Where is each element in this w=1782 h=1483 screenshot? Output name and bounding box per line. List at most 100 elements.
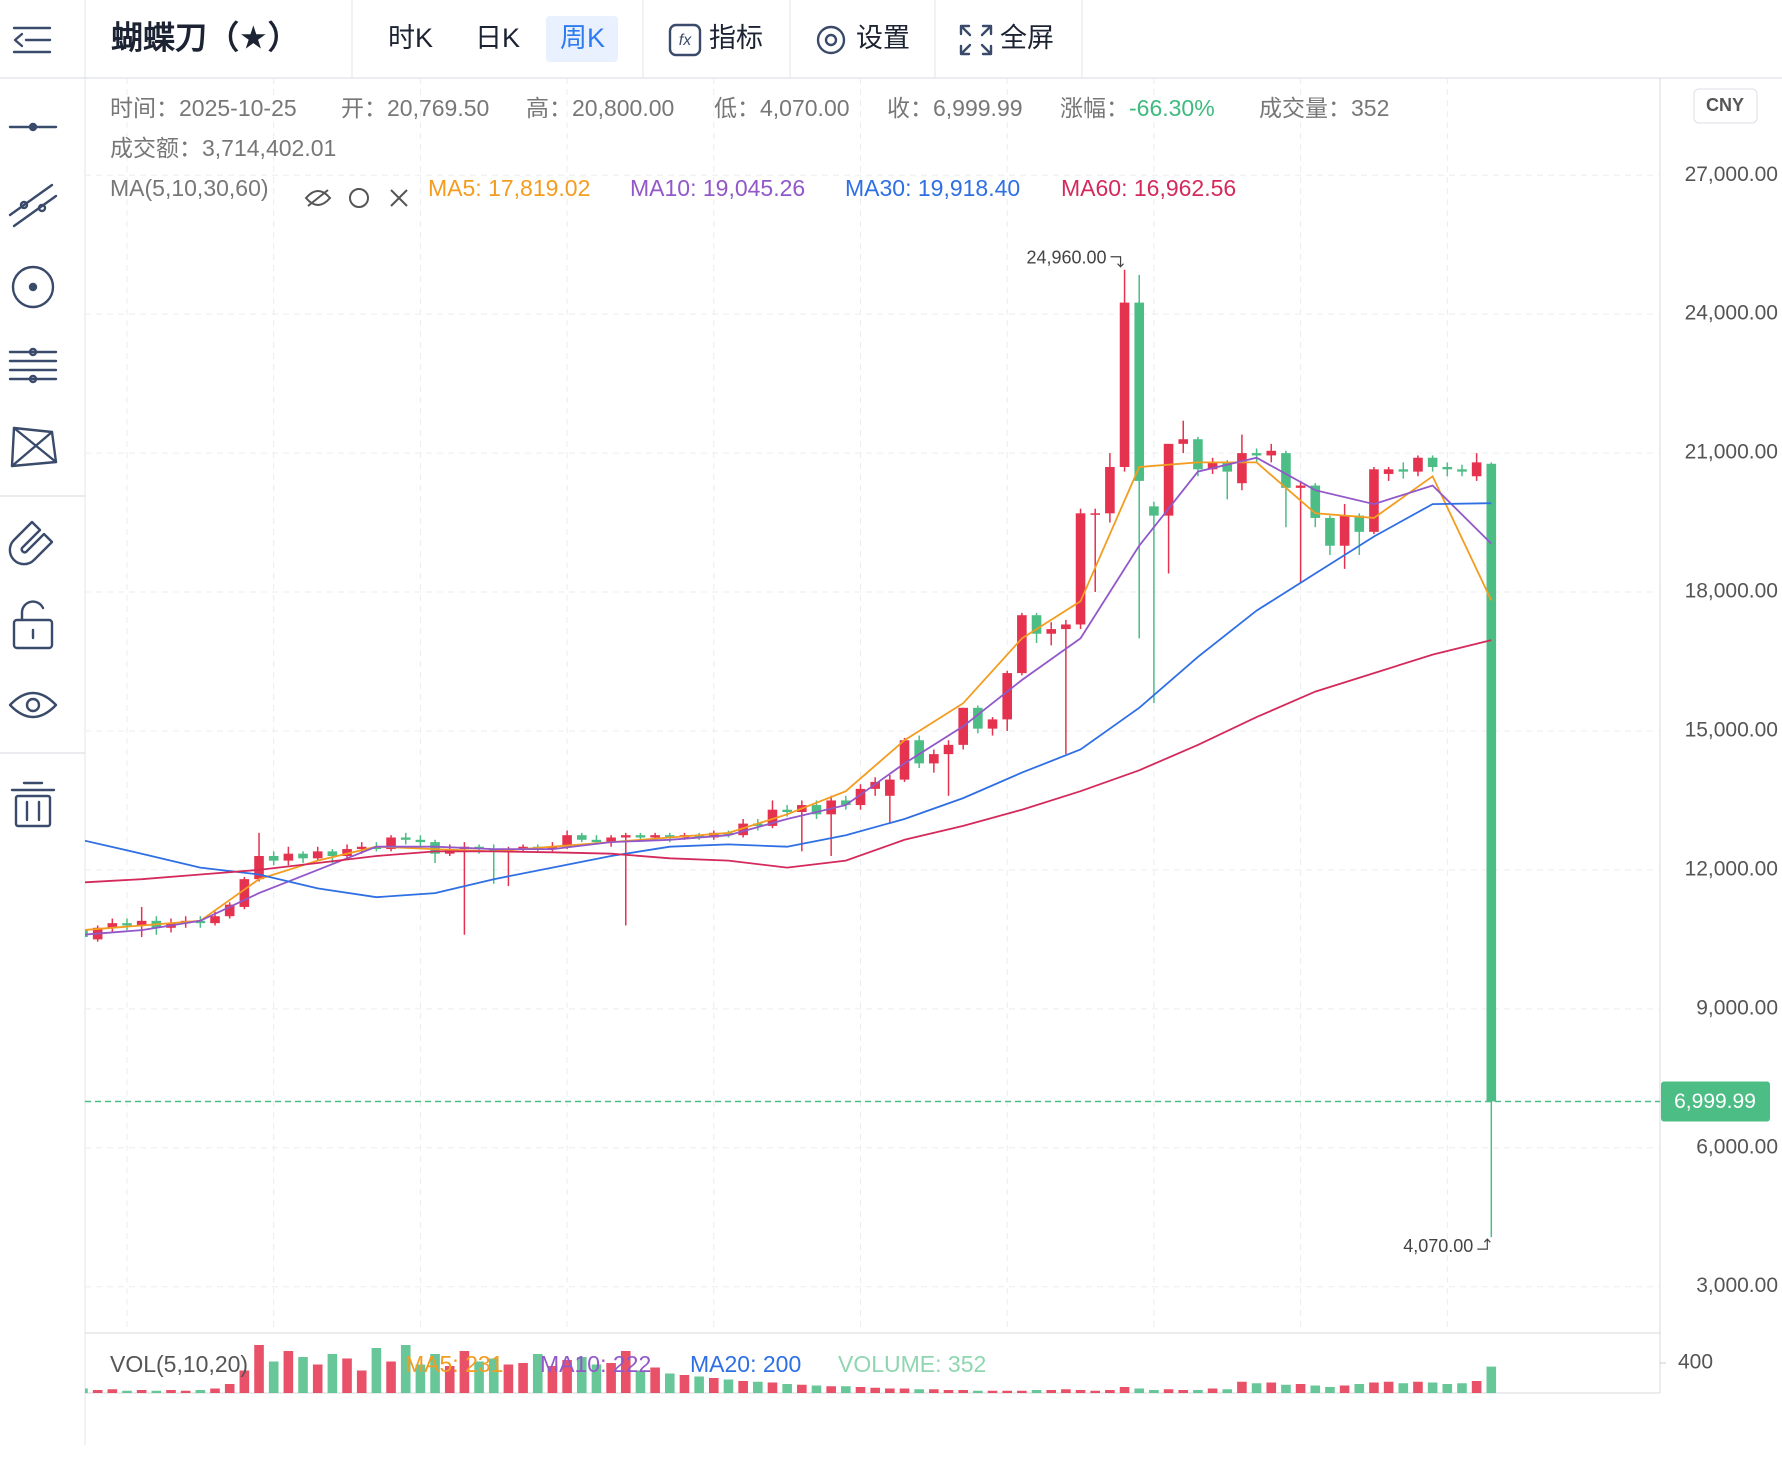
- delete-tool[interactable]: [10, 781, 56, 828]
- pattern-tool[interactable]: [10, 426, 58, 468]
- candle-body: [1471, 462, 1482, 477]
- interval-active-bg: [546, 16, 618, 62]
- ma-line: [85, 461, 1493, 931]
- volume-bar: [1471, 1381, 1482, 1393]
- volume-bar: [283, 1351, 294, 1393]
- toolbar: [0, 0, 1782, 78]
- volume-bar: [210, 1388, 220, 1393]
- visibility-tool[interactable]: [8, 691, 58, 719]
- close-icon: [390, 189, 408, 207]
- badge-box: [1693, 88, 1758, 124]
- volume-bar: [943, 1390, 954, 1393]
- volume-bar: [386, 1361, 396, 1393]
- y-tick-label: 24,000.00: [1685, 302, 1778, 325]
- volume-bar: [870, 1387, 880, 1393]
- volume-bar: [1178, 1390, 1189, 1393]
- volume-bar: [635, 1370, 646, 1393]
- fib-tool[interactable]: [8, 347, 58, 384]
- candle-body: [855, 788, 866, 806]
- volume-bar: [224, 1384, 235, 1393]
- volume-bar: [400, 1345, 411, 1393]
- volume-bar: [371, 1348, 382, 1393]
- info-item: 开：20,769.50: [341, 95, 489, 121]
- lock-tool[interactable]: [12, 600, 54, 650]
- y-tick-label: 6,000.00: [1696, 1135, 1778, 1158]
- volume-legend: VOLUME: 352: [838, 1351, 986, 1377]
- volume-bar: [987, 1390, 998, 1393]
- info-item: 涨幅：-66.30%: [1060, 95, 1215, 121]
- candle-body: [1251, 453, 1262, 456]
- volume-bar: [723, 1379, 734, 1393]
- horizontal-line-tool[interactable]: [8, 122, 58, 132]
- volume-legend: MA5: 231: [405, 1351, 503, 1377]
- candle-body: [268, 856, 279, 861]
- settings-button[interactable]: 设置: [816, 23, 910, 55]
- x-tick-label: 2024-08-05: [513, 1410, 620, 1433]
- volume-bar: [811, 1385, 822, 1393]
- menu-button[interactable]: [12, 26, 52, 54]
- candle-body: [122, 923, 132, 926]
- trend-line-tool[interactable]: [8, 183, 58, 228]
- candle-body: [1002, 673, 1012, 720]
- circle-tool[interactable]: [11, 265, 55, 309]
- fullscreen-label: 全屏: [1000, 23, 1054, 53]
- candle-body: [1119, 302, 1130, 468]
- interval-label: 周K: [560, 23, 605, 53]
- candle-body: [1486, 463, 1497, 1102]
- candle-body: [723, 832, 734, 836]
- candle-body: [709, 832, 719, 838]
- magnet-tool[interactable]: [8, 520, 54, 566]
- candle-body: [620, 835, 631, 838]
- y-tick-label: 21,000.00: [1685, 441, 1778, 464]
- volume-bar: [1427, 1382, 1438, 1393]
- candle-body: [312, 851, 323, 859]
- info-label: 开：: [341, 95, 387, 121]
- x-tick-label: 2025-09-29: [1394, 1410, 1501, 1433]
- volume-bar: [1061, 1389, 1071, 1393]
- info-item: 成交额：3,714,402.01: [110, 135, 336, 161]
- candle-body: [650, 835, 660, 838]
- candle-body: [1207, 462, 1218, 470]
- volume-bar: [166, 1390, 176, 1393]
- ma-controls[interactable]: [304, 188, 408, 208]
- currency-badge[interactable]: CNY: [1693, 88, 1758, 124]
- candle-body: [371, 846, 382, 850]
- settings-label: 设置: [856, 23, 910, 53]
- x-tick-label: 2024-05-27: [367, 1410, 474, 1433]
- info-label: 高：: [526, 95, 572, 121]
- info-value: 2025-10-25: [179, 95, 297, 121]
- volume-bar: [1281, 1384, 1291, 1393]
- candle-body: [1369, 469, 1379, 532]
- volume-bar: [1119, 1387, 1130, 1393]
- info-value: 20,769.50: [387, 95, 489, 121]
- volume-bar: [503, 1364, 514, 1393]
- volume-bar: [1163, 1389, 1174, 1393]
- candle-body: [1061, 624, 1071, 630]
- y-tick-label: 9,000.00: [1696, 996, 1778, 1019]
- candle-body: [1222, 462, 1233, 472]
- interval-button[interactable]: 周K: [546, 16, 618, 62]
- interval-button[interactable]: 时K: [388, 23, 433, 53]
- volume-bar: [430, 1354, 440, 1393]
- volume-bar: [753, 1381, 763, 1393]
- candle-body: [1031, 615, 1042, 634]
- fullscreen-button[interactable]: 全屏: [959, 23, 1054, 56]
- volume-bar: [1457, 1383, 1467, 1393]
- candle-body: [1442, 467, 1453, 470]
- volume-bar: [488, 1358, 499, 1393]
- candle-body: [1427, 457, 1438, 468]
- volume-bar: [1339, 1385, 1350, 1393]
- candle-body: [987, 719, 998, 729]
- volume-bar: [1031, 1390, 1042, 1393]
- candle-body: [870, 781, 880, 789]
- volume-bar: [1413, 1381, 1423, 1393]
- interval-button[interactable]: 日K: [475, 23, 520, 53]
- indicator-button[interactable]: fx 指标: [668, 23, 763, 57]
- low-marker: [1477, 1238, 1491, 1250]
- volume-bar: [606, 1363, 616, 1393]
- volume-bar: [1193, 1390, 1203, 1393]
- volume-bar: [239, 1370, 250, 1393]
- ma-line: [85, 456, 1492, 936]
- y-tick-label: 15,000.00: [1685, 719, 1778, 742]
